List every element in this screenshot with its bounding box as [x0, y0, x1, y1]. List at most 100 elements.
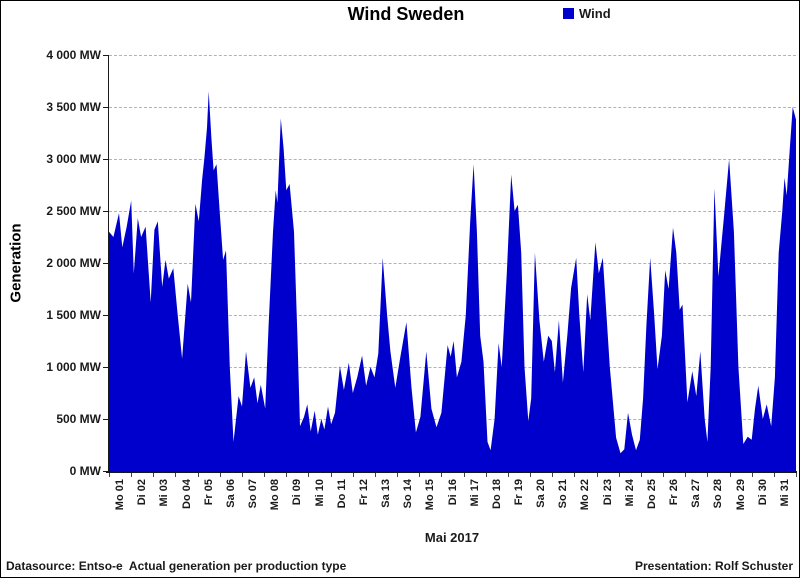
legend-wind-swatch — [563, 8, 574, 19]
y-tick-label: 2 500 MW — [46, 204, 101, 218]
y-tick-label: 500 MW — [56, 412, 101, 426]
x-tick — [419, 473, 421, 477]
x-tick — [707, 473, 709, 477]
y-tick-label: 3 500 MW — [46, 100, 101, 114]
x-tick-label-Sa-20: Sa 20 — [535, 479, 548, 508]
x-tick — [397, 473, 399, 477]
x-tick — [640, 473, 642, 477]
y-tick — [103, 211, 108, 212]
x-tick-label-Mi-10: Mi 10 — [313, 479, 326, 507]
x-tick-label-So-14: So 14 — [402, 479, 415, 509]
x-tick — [241, 473, 243, 477]
x-tick — [197, 473, 199, 477]
x-tick — [441, 473, 443, 477]
wind-area-polygon — [109, 91, 796, 471]
y-tick — [103, 419, 108, 420]
x-tick-label-Mi-03: Mi 03 — [158, 479, 171, 507]
gridline-1500MW — [109, 315, 796, 316]
y-tick-label: 2 000 MW — [46, 256, 101, 270]
y-tick-label: 1 000 MW — [46, 360, 101, 374]
x-tick-label-Di-16: Di 16 — [446, 479, 459, 506]
gridline-3000MW — [109, 159, 796, 160]
y-tick — [103, 367, 108, 368]
y-tick — [103, 55, 108, 56]
x-tick-label-So-28: So 28 — [712, 479, 725, 509]
x-tick — [773, 473, 775, 477]
y-tick-label: 4 000 MW — [46, 48, 101, 62]
x-tick-label-Sa-13: Sa 13 — [380, 479, 393, 508]
x-tick-label-So-21: So 21 — [557, 479, 570, 509]
x-axis-line — [106, 471, 797, 473]
x-tick-label-Fr-19: Fr 19 — [512, 479, 525, 506]
x-tick — [175, 473, 177, 477]
x-tick-label-Do-18: Do 18 — [490, 479, 503, 509]
x-tick — [552, 473, 554, 477]
x-tick — [729, 473, 731, 477]
x-tick-label-Mi-24: Mi 24 — [623, 479, 636, 507]
x-tick — [663, 473, 665, 477]
y-tick — [103, 159, 108, 160]
x-tick-label-Mo-15: Mo 15 — [424, 479, 437, 511]
x-tick-label-Mo-08: Mo 08 — [269, 479, 282, 511]
x-tick — [308, 473, 310, 477]
x-tick-label-Mi-17: Mi 17 — [468, 479, 481, 507]
x-tick — [685, 473, 687, 477]
y-tick-label: 1 500 MW — [46, 308, 101, 322]
x-tick — [264, 473, 266, 477]
x-tick-label-Fr-26: Fr 26 — [668, 479, 681, 506]
x-tick-label-Mi-31: Mi 31 — [778, 479, 791, 507]
x-tick-label-Fr-12: Fr 12 — [357, 479, 370, 506]
x-tick — [131, 473, 133, 477]
gridline-3500MW — [109, 107, 796, 108]
gridline-2000MW — [109, 263, 796, 264]
x-tick — [485, 473, 487, 477]
y-axis-line — [108, 55, 109, 472]
y-tick-label: 0 MW — [69, 464, 101, 478]
y-tick — [103, 107, 108, 108]
x-tick-label-Do-11: Do 11 — [335, 479, 348, 509]
x-tick — [374, 473, 376, 477]
x-tick-label-Sa-27: Sa 27 — [690, 479, 703, 508]
x-tick-label-Di-30: Di 30 — [756, 479, 769, 506]
x-tick-label-Mo-22: Mo 22 — [579, 479, 592, 511]
x-tick — [751, 473, 753, 477]
x-tick — [507, 473, 509, 477]
wind-area-series — [109, 91, 796, 471]
x-tick-label-Do-25: Do 25 — [645, 479, 658, 509]
x-tick-label-So-07: So 07 — [247, 479, 260, 509]
x-tick — [109, 473, 110, 477]
x-tick-label-Mo-29: Mo 29 — [734, 479, 747, 511]
x-tick-label-Mo-01: Mo 01 — [114, 479, 127, 511]
y-tick-label: 3 000 MW — [46, 152, 101, 166]
x-tick — [153, 473, 155, 477]
x-tick-label-Di-09: Di 09 — [291, 479, 304, 506]
chart-title: Wind Sweden — [347, 4, 465, 24]
legend: Wind — [563, 6, 611, 21]
x-tick-label-Fr-05: Fr 05 — [202, 479, 215, 506]
y-axis-title: Generation — [7, 223, 25, 303]
x-tick — [463, 473, 465, 477]
x-tick — [596, 473, 598, 477]
x-tick — [330, 473, 332, 477]
x-tick — [618, 473, 620, 477]
x-tick-label-Sa-06: Sa 06 — [224, 479, 237, 508]
footer-presentation: Presentation: Rolf Schuster — [634, 559, 793, 573]
gridline-2500MW — [109, 211, 796, 212]
y-tick — [103, 315, 108, 316]
x-tick — [574, 473, 576, 477]
x-tick — [352, 473, 354, 477]
legend-wind-label: Wind — [579, 6, 611, 21]
footer-datasource: Datasource: Entso-e Actual generation pe… — [6, 559, 347, 573]
x-tick — [796, 473, 797, 477]
y-tick — [103, 263, 108, 264]
x-tick — [219, 473, 221, 477]
x-tick — [286, 473, 288, 477]
x-axis-title: Mai 2017 — [424, 530, 480, 545]
x-tick — [530, 473, 532, 477]
y-tick — [103, 471, 108, 472]
gridline-4000MW — [109, 55, 796, 56]
x-tick-label-Di-23: Di 23 — [601, 479, 614, 506]
x-tick-label-Do-04: Do 04 — [180, 479, 193, 509]
x-tick-label-Di-02: Di 02 — [136, 479, 149, 506]
